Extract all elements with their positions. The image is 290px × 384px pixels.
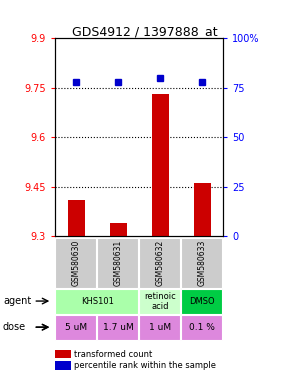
Bar — [152, 94, 168, 236]
Text: DMSO: DMSO — [189, 297, 215, 306]
Bar — [194, 184, 211, 236]
Text: 1.7 uM: 1.7 uM — [103, 323, 134, 332]
Text: 5 uM: 5 uM — [65, 323, 87, 332]
Text: 1 uM: 1 uM — [149, 323, 171, 332]
Text: GSM580633: GSM580633 — [198, 240, 207, 286]
Text: percentile rank within the sample: percentile rank within the sample — [74, 361, 216, 370]
Text: dose: dose — [3, 322, 26, 332]
Text: agent: agent — [3, 296, 31, 306]
Text: retinoic
acid: retinoic acid — [144, 292, 176, 311]
Bar — [110, 223, 127, 236]
Text: GSM580631: GSM580631 — [114, 240, 123, 286]
Bar — [68, 200, 85, 236]
Text: GSM580632: GSM580632 — [156, 240, 165, 286]
Text: GDS4912 / 1397888_at: GDS4912 / 1397888_at — [72, 25, 218, 38]
Text: 0.1 %: 0.1 % — [189, 323, 215, 332]
Text: GSM580630: GSM580630 — [72, 240, 81, 286]
Text: KHS101: KHS101 — [81, 297, 114, 306]
Text: transformed count: transformed count — [74, 349, 152, 359]
